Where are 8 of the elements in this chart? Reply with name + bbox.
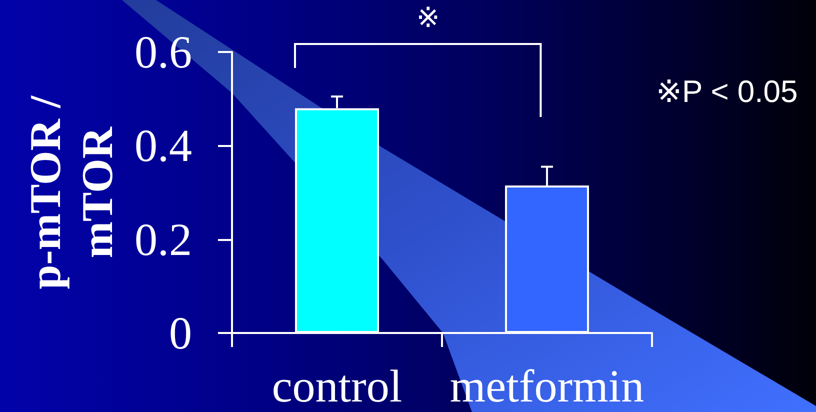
y-tick-label: 0.6 (134, 26, 192, 78)
y-tick-label: 0.4 (134, 120, 192, 172)
y-tick-label: 0 (169, 308, 192, 358)
y-tick-label: 0.2 (134, 214, 192, 265)
text: ※ (416, 1, 440, 34)
x-tick-label: control (272, 360, 402, 412)
text: ※P < 0.05 (656, 74, 798, 109)
y-axis-title: p-mTOR / mTOR (21, 94, 122, 290)
